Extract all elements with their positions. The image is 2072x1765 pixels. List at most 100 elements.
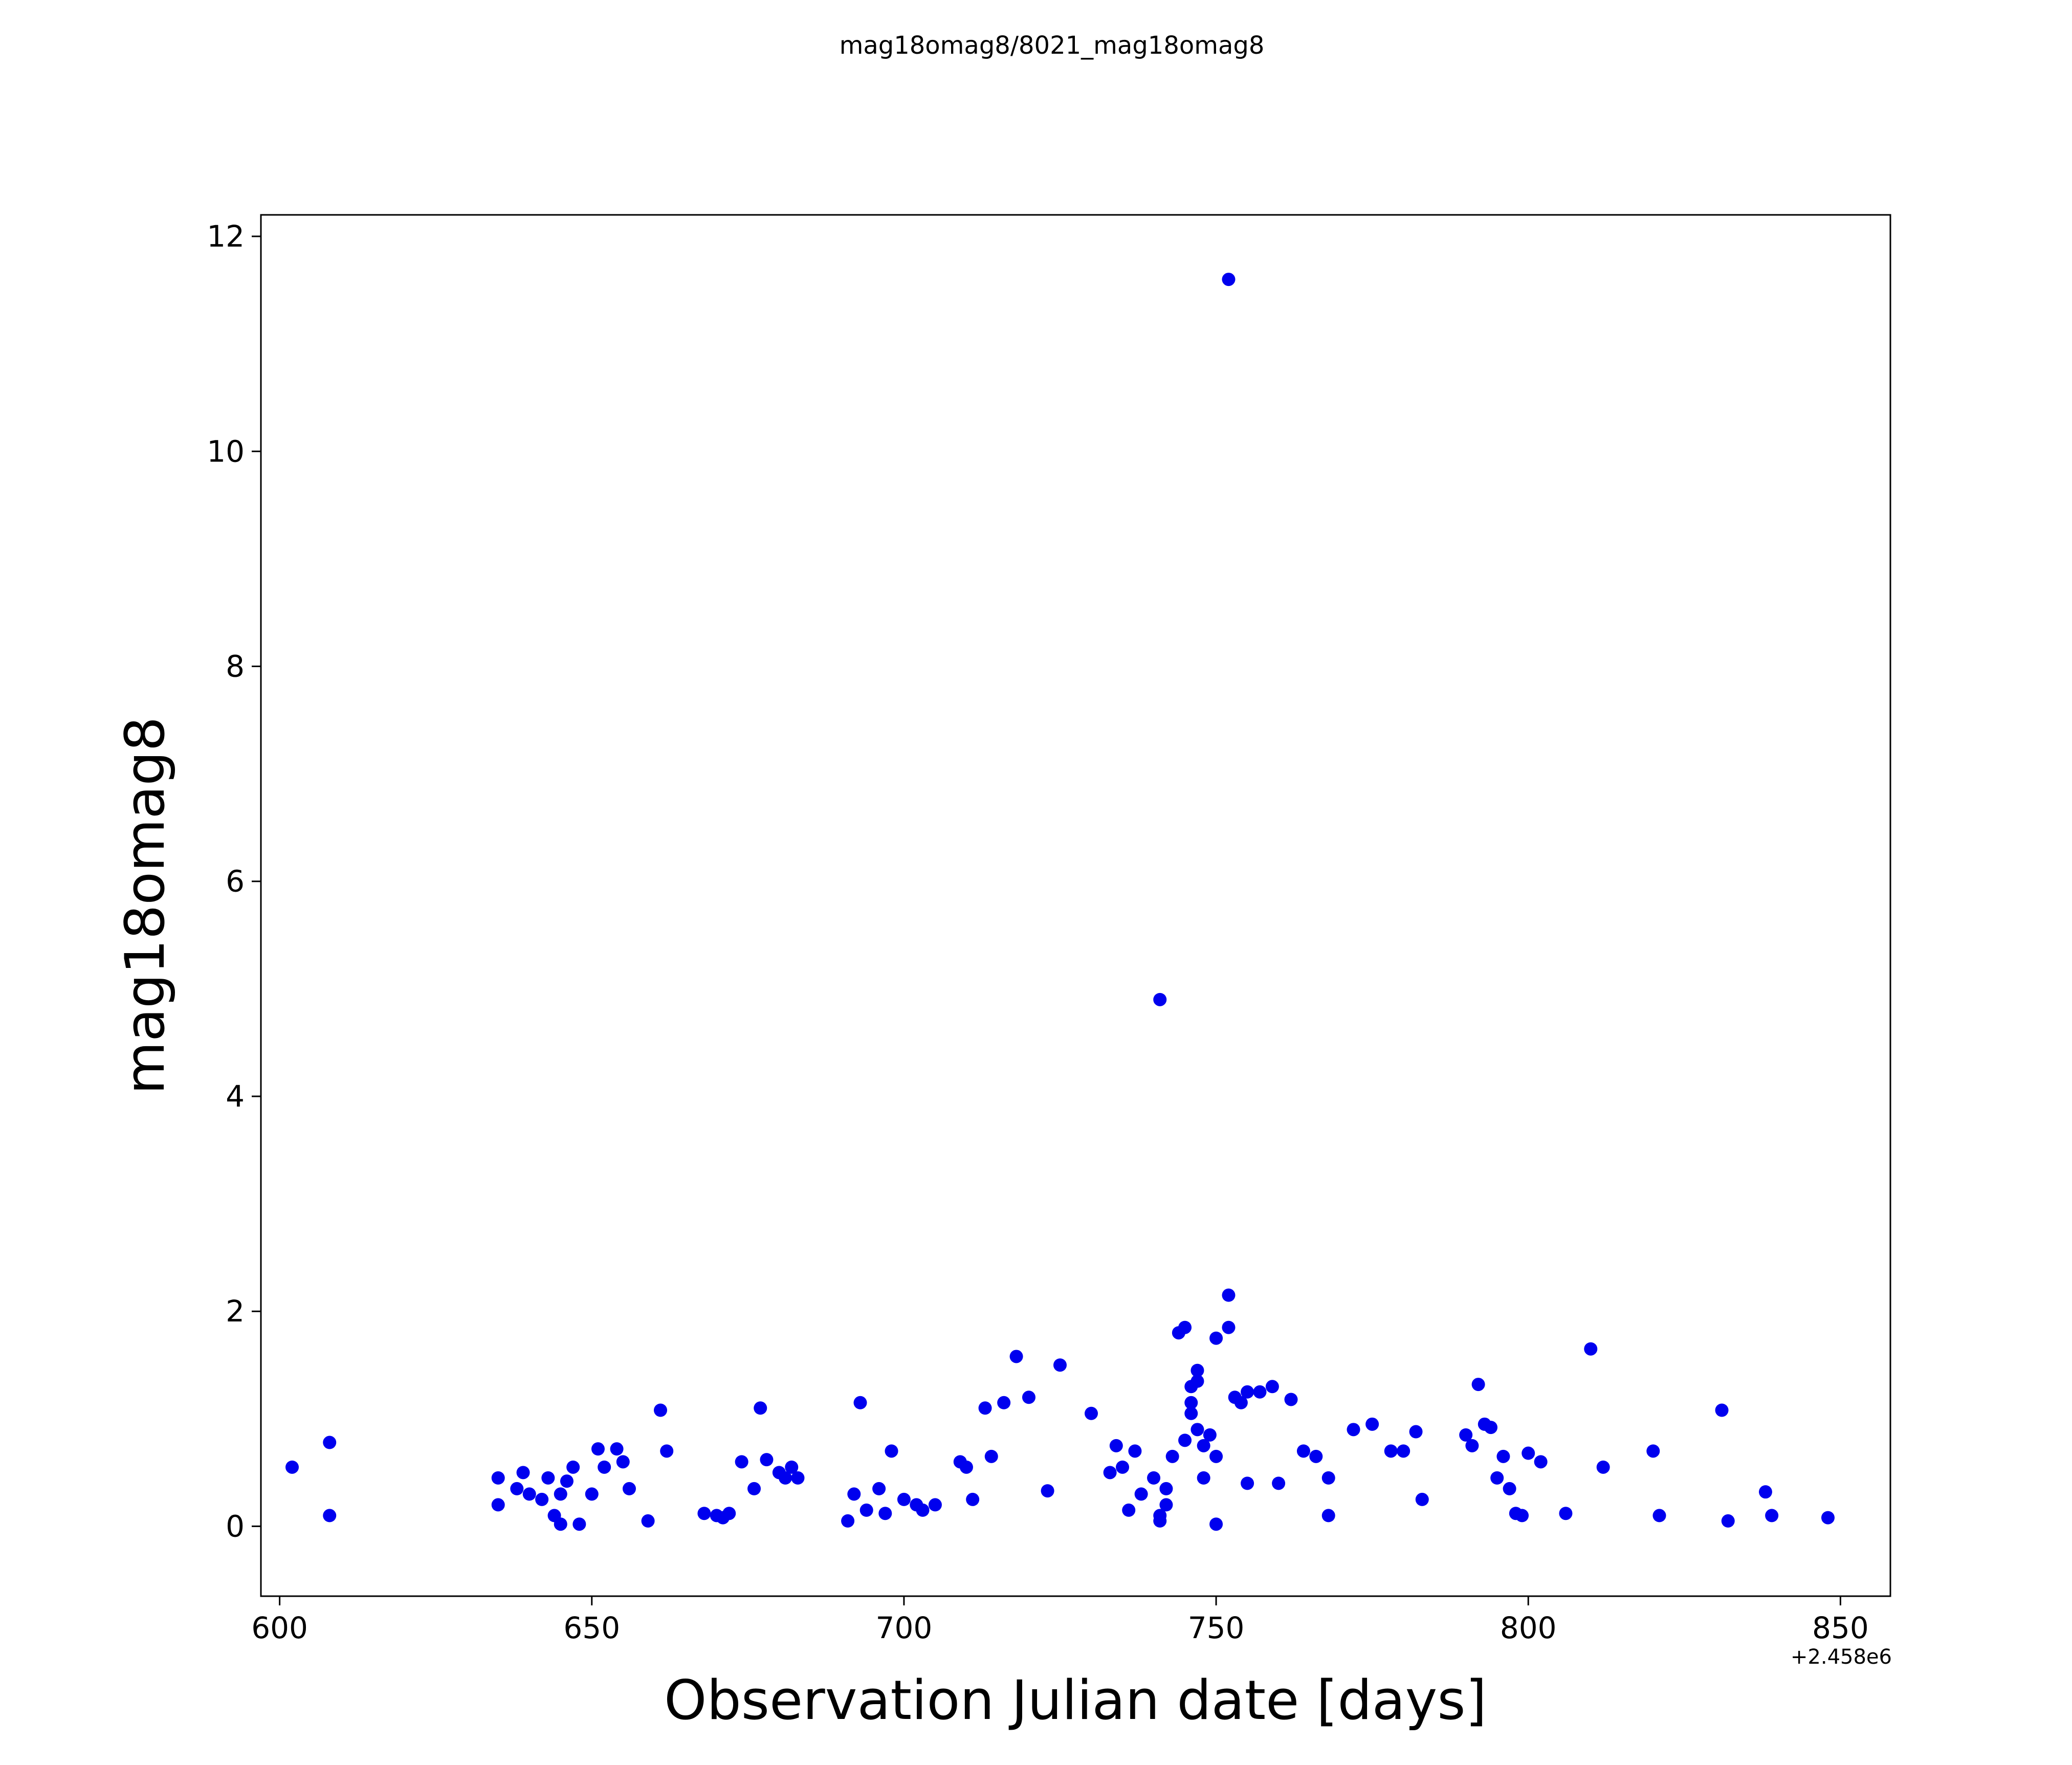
data-point bbox=[1184, 1396, 1198, 1409]
data-point bbox=[1584, 1342, 1598, 1356]
y-tick-label: 10 bbox=[207, 434, 245, 469]
data-point bbox=[510, 1482, 524, 1495]
data-point bbox=[747, 1482, 761, 1495]
x-tick-label: 600 bbox=[251, 1610, 308, 1645]
y-tick-label: 6 bbox=[226, 864, 245, 899]
data-point bbox=[1397, 1444, 1410, 1458]
data-point bbox=[997, 1396, 1011, 1409]
data-point bbox=[1758, 1485, 1772, 1499]
data-point bbox=[1715, 1403, 1729, 1417]
data-point bbox=[1209, 1449, 1223, 1463]
y-tick-label: 2 bbox=[226, 1294, 245, 1329]
data-point bbox=[1159, 1498, 1173, 1512]
data-point bbox=[779, 1471, 792, 1485]
data-point bbox=[1496, 1449, 1510, 1463]
data-point bbox=[491, 1498, 505, 1512]
data-point bbox=[1384, 1444, 1398, 1458]
data-point bbox=[1284, 1393, 1298, 1406]
data-point bbox=[1347, 1423, 1360, 1437]
data-point bbox=[653, 1403, 667, 1417]
data-point bbox=[1191, 1374, 1204, 1388]
data-point bbox=[1122, 1503, 1136, 1517]
x-axis-ticks: 600 650 700 750 800 850 bbox=[251, 1596, 1869, 1645]
data-point bbox=[1009, 1350, 1023, 1363]
data-point bbox=[897, 1492, 911, 1506]
data-point bbox=[1465, 1439, 1479, 1452]
data-point bbox=[760, 1453, 774, 1467]
data-point bbox=[1253, 1385, 1267, 1399]
data-point bbox=[1272, 1476, 1286, 1490]
data-point bbox=[1309, 1449, 1323, 1463]
data-point bbox=[622, 1482, 636, 1495]
data-point bbox=[1197, 1439, 1210, 1452]
data-point bbox=[1265, 1380, 1279, 1394]
y-axis-ticks: 0 2 4 6 8 10 12 bbox=[207, 219, 261, 1543]
data-point bbox=[610, 1442, 624, 1456]
data-point bbox=[1721, 1514, 1735, 1528]
x-axis-label: Observation Julian date [days] bbox=[664, 1669, 1487, 1732]
x-tick-label: 850 bbox=[1812, 1610, 1869, 1645]
data-point bbox=[1415, 1492, 1429, 1506]
data-point bbox=[1222, 273, 1236, 286]
data-point bbox=[1409, 1425, 1423, 1439]
y-tick-label: 0 bbox=[226, 1509, 245, 1543]
data-point bbox=[1085, 1406, 1098, 1420]
data-point bbox=[535, 1492, 549, 1506]
data-point bbox=[722, 1507, 736, 1520]
data-point bbox=[572, 1517, 586, 1531]
data-point bbox=[859, 1503, 873, 1517]
data-point bbox=[1765, 1509, 1779, 1523]
data-point bbox=[1234, 1396, 1248, 1409]
data-point bbox=[853, 1396, 867, 1409]
data-point bbox=[1159, 1482, 1173, 1495]
data-point bbox=[541, 1471, 555, 1485]
data-point bbox=[1153, 1514, 1167, 1528]
data-point bbox=[1178, 1433, 1192, 1447]
x-axis-offset-label: +2.458e6 bbox=[1791, 1645, 1892, 1669]
data-point bbox=[641, 1514, 655, 1528]
data-point bbox=[560, 1474, 574, 1488]
data-point bbox=[285, 1460, 299, 1474]
data-point bbox=[1184, 1406, 1198, 1420]
data-point bbox=[878, 1507, 892, 1520]
data-point bbox=[1191, 1423, 1204, 1437]
data-point bbox=[1459, 1428, 1473, 1442]
data-point bbox=[1222, 1320, 1236, 1334]
data-point bbox=[1209, 1331, 1223, 1345]
x-tick-label: 750 bbox=[1188, 1610, 1245, 1645]
data-point bbox=[554, 1517, 567, 1531]
data-point bbox=[841, 1514, 855, 1528]
data-point bbox=[847, 1487, 861, 1501]
x-tick-label: 800 bbox=[1500, 1610, 1557, 1645]
data-point bbox=[1821, 1511, 1835, 1525]
data-point bbox=[1203, 1428, 1217, 1442]
data-point bbox=[1103, 1466, 1117, 1480]
data-point bbox=[1534, 1455, 1548, 1469]
data-point bbox=[1559, 1507, 1573, 1520]
data-point bbox=[1241, 1385, 1254, 1399]
data-point bbox=[959, 1460, 973, 1474]
y-tick-label: 4 bbox=[226, 1079, 245, 1114]
data-point bbox=[791, 1471, 805, 1485]
y-axis-label: mag18omag8 bbox=[114, 717, 177, 1094]
data-point bbox=[1128, 1444, 1142, 1458]
data-point bbox=[516, 1466, 530, 1480]
data-point bbox=[1522, 1446, 1535, 1460]
data-point bbox=[1197, 1471, 1210, 1485]
data-point bbox=[323, 1436, 337, 1449]
chart-title: mag18omag8/8021_mag18omag8 bbox=[840, 31, 1265, 60]
data-point bbox=[1041, 1484, 1054, 1498]
data-point bbox=[1241, 1476, 1254, 1490]
data-point bbox=[1484, 1421, 1498, 1435]
data-point bbox=[1153, 992, 1167, 1006]
data-point bbox=[1134, 1487, 1148, 1501]
data-point bbox=[554, 1487, 567, 1501]
data-point bbox=[1652, 1509, 1666, 1523]
data-point bbox=[1165, 1449, 1179, 1463]
data-point bbox=[1365, 1417, 1379, 1431]
data-point bbox=[323, 1509, 337, 1523]
scatter-points bbox=[285, 273, 1835, 1531]
data-point bbox=[660, 1444, 674, 1458]
